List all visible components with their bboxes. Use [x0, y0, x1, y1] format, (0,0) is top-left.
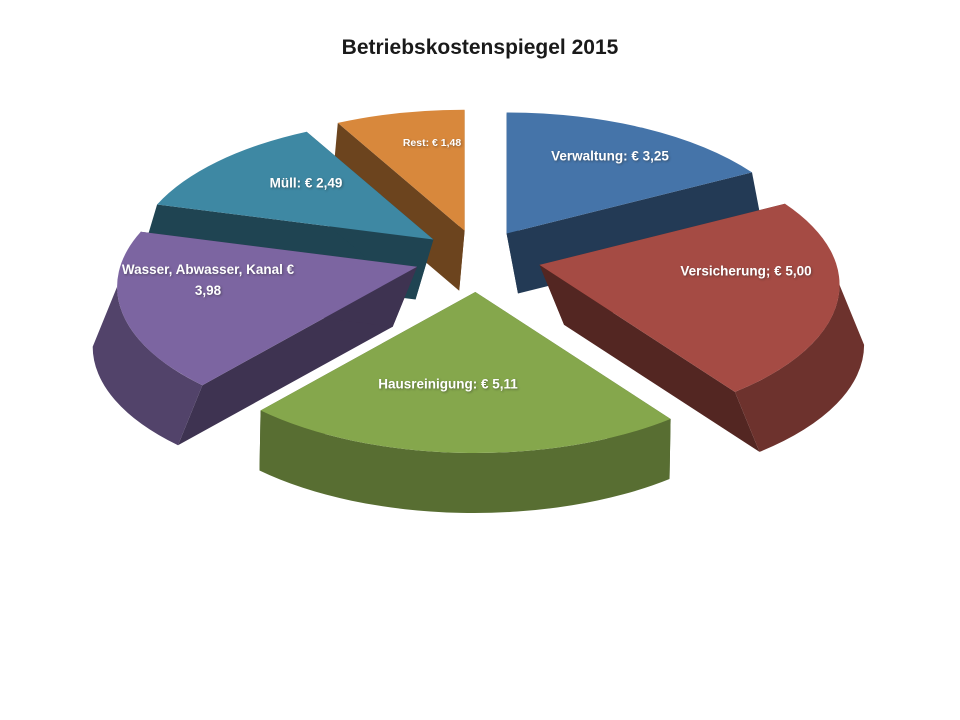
slice-side-wall [92, 286, 203, 446]
slice-top [157, 131, 434, 240]
slice-top [337, 109, 465, 231]
slice-top [539, 203, 840, 392]
pie-slice-hausreinigung [259, 292, 671, 513]
slice-top [506, 112, 752, 234]
chart-title: Betriebskostenspiegel 2015 [341, 36, 619, 59]
pie-slice-wasser-abwasser-kanal [92, 231, 418, 446]
pie-slice-rest [332, 109, 465, 291]
slice-top [117, 231, 418, 386]
slice-side-radial-0 [332, 122, 465, 291]
slice-side-wall [259, 410, 671, 513]
slice-top [260, 292, 671, 453]
pie-slice-versicherung [539, 203, 865, 452]
slice-side-radial-1 [539, 264, 760, 452]
slice-side-wall [734, 284, 865, 452]
